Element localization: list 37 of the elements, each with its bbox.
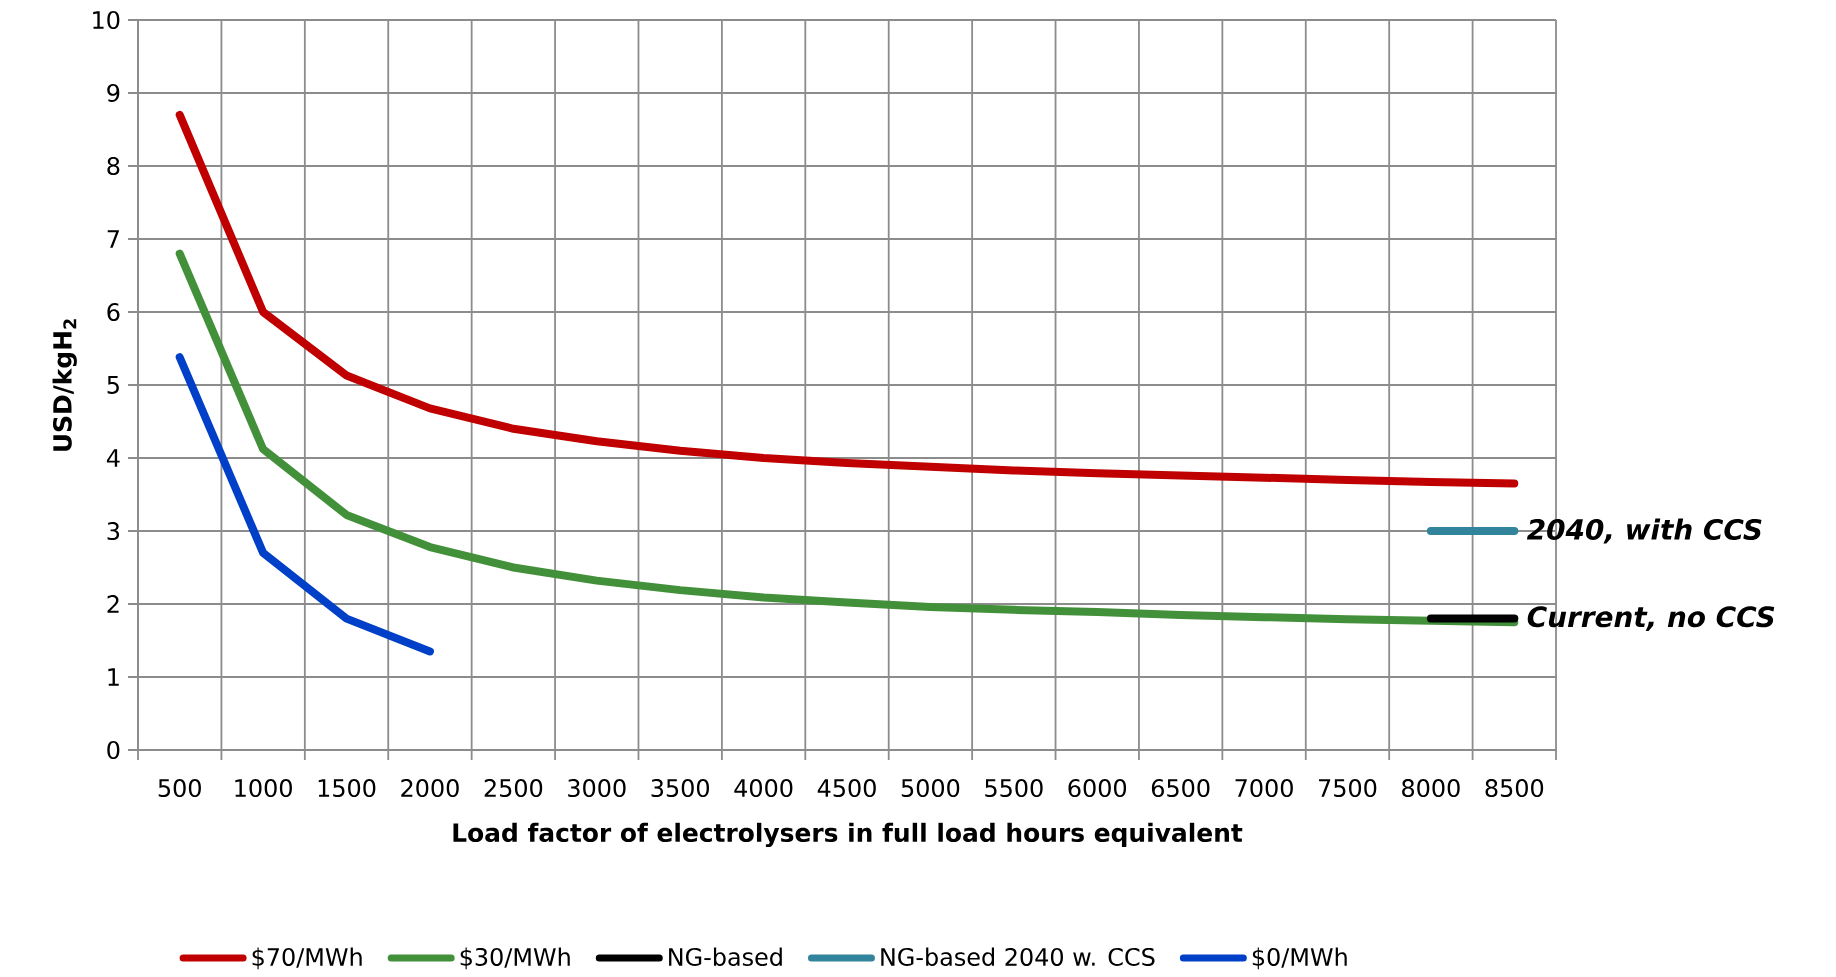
x-tick-label: 7500	[1319, 779, 1377, 798]
x-tick-label: 5500	[985, 779, 1043, 798]
y-tick-label: 7	[107, 230, 119, 248]
y-tick-label: 2	[107, 595, 119, 614]
y-axis-title: USD/kgH$_{2}$	[52, 319, 77, 452]
y-tick-label: 6	[107, 303, 120, 322]
x-axis-title: Load factor of electrolysers in full load hours equivalent	[453, 822, 1243, 848]
x-tick-label: 3000	[568, 779, 626, 798]
x-tick-label: 500	[158, 779, 201, 798]
legend-label: $0/MWh	[1252, 947, 1347, 970]
y-tick-label: 4	[106, 449, 120, 467]
y-tick-label: 3	[107, 522, 120, 541]
legend-label: $70/MWh	[252, 947, 362, 970]
annotation: Current, no CCS	[1527, 606, 1775, 632]
legend-label: NG-based 2040 w. CCS	[881, 947, 1155, 967]
annotation: 2040, with CCS	[1526, 518, 1762, 544]
legend-label: $30/MWh	[460, 947, 570, 970]
x-tick-label: 5000	[901, 779, 960, 798]
x-tick-label: 4500	[817, 779, 876, 798]
x-tick-label: 2000	[401, 779, 459, 798]
x-tick-label: 2500	[484, 779, 543, 798]
y-tick-label: 9	[107, 84, 120, 103]
x-tick-label: 6000	[1068, 779, 1127, 798]
y-tick-label: 10	[93, 11, 120, 30]
x-tick-label: 3500	[651, 779, 709, 798]
x-tick-label: 6500	[1151, 779, 1210, 798]
x-tick-label: 8000	[1402, 779, 1460, 798]
y-tick-label: 1	[108, 668, 119, 686]
x-tick-label: 7000	[1235, 779, 1293, 798]
x-tick-label: 1000	[235, 779, 292, 798]
legend-label: NG-based	[669, 947, 782, 967]
y-tick-label: 0	[107, 741, 120, 760]
y-tick-label: 8	[107, 157, 120, 176]
x-tick-label: 4000	[734, 779, 793, 798]
x-tick-label: 1500	[318, 779, 376, 798]
x-tick-label: 8500	[1485, 779, 1544, 798]
y-tick-label: 5	[107, 376, 119, 395]
